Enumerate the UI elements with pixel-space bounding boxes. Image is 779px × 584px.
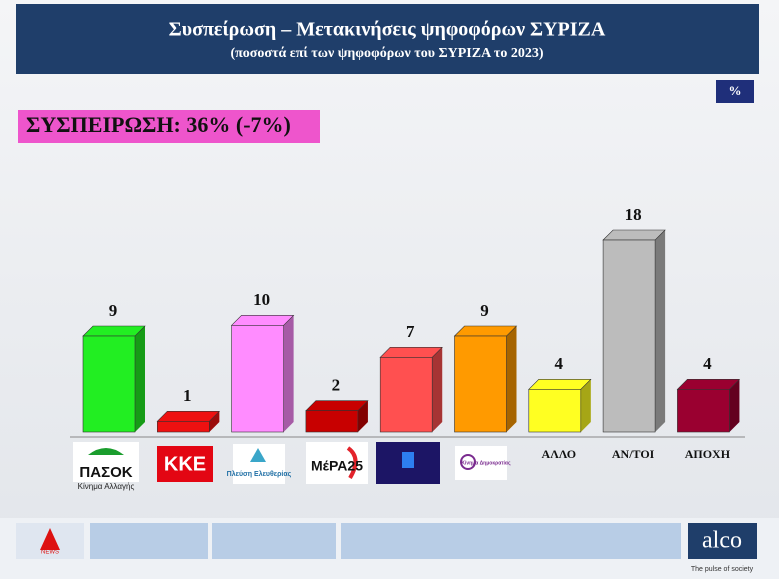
footer-box: [90, 523, 208, 559]
category-label: Πλεύση Ελευθερίας: [227, 470, 292, 478]
bar-side-shade: [506, 326, 517, 432]
bar-side: [432, 347, 443, 432]
bar: [305, 410, 359, 433]
logo-shape: [460, 454, 476, 470]
value-label: 2: [332, 376, 341, 395]
bar: [602, 239, 656, 433]
title: Συσπείρωση – Μετακινήσεις ψηφοφόρων ΣΥΡΙ…: [169, 19, 606, 41]
brand: alco: [702, 528, 742, 554]
bar-top: [676, 379, 741, 390]
subtitle: (ποσοστά επί των ψηφοφόρων του ΣΥΡΙΖΑ το…: [230, 46, 543, 61]
category-label: Κίνημα Δημοκρατίας: [461, 460, 511, 466]
bar: [677, 389, 730, 433]
news-text: NEWS: [41, 550, 59, 556]
logo-box: [306, 442, 368, 484]
bar-top: [156, 411, 221, 422]
bar-side-shade: [283, 315, 294, 432]
value-label: 4: [703, 354, 712, 373]
bar-side: [506, 326, 517, 432]
bar-side: [655, 230, 666, 432]
value-label: 7: [406, 322, 415, 341]
bar: [528, 389, 582, 433]
bar-top: [453, 325, 518, 337]
bar: [82, 335, 136, 433]
category-label: ΠΑΣΟΚ: [79, 464, 132, 481]
brand-tagline: The pulse of society: [691, 566, 754, 573]
logos: [73, 442, 507, 484]
unit-text: %: [729, 83, 742, 98]
bar: [379, 357, 433, 433]
bar-side: [729, 379, 740, 432]
bar-top: [230, 315, 295, 326]
bar-top: [602, 229, 666, 241]
bar: [157, 421, 210, 433]
bar-side: [283, 315, 294, 432]
bar-top: [528, 379, 592, 390]
logo-shape: [402, 452, 414, 468]
category-label: ΜέΡΑ25: [311, 458, 363, 474]
news-logo: [40, 528, 60, 550]
bar: [231, 325, 284, 433]
bar-side: [209, 411, 220, 432]
category-label: ΑΛΛΟ: [542, 447, 577, 461]
category-label: ΑΝ/ΤΟΙ: [612, 447, 655, 461]
unit-badge: [716, 80, 754, 103]
bar-side: [580, 379, 591, 432]
bar-side-shade: [580, 379, 591, 432]
brand-box: [688, 523, 757, 559]
bar-side-shade: [655, 230, 666, 432]
value-label: 9: [480, 301, 489, 320]
title-bar: [16, 4, 759, 74]
bar-top: [82, 325, 146, 337]
value-label: 1: [183, 386, 192, 405]
bar-side-shade: [729, 379, 740, 432]
logo-box: [455, 446, 507, 480]
value-label: 10: [253, 290, 270, 309]
logo-shape: [346, 446, 358, 480]
bar-top: [305, 400, 369, 411]
highlight-box: [18, 110, 320, 143]
value-label: 18: [625, 205, 642, 224]
logo-shape: [88, 448, 124, 455]
footer-box: [212, 523, 336, 559]
value-label: 4: [555, 354, 564, 373]
value-label: 9: [109, 301, 118, 320]
bar-side-shade: [209, 411, 220, 432]
bar: [454, 335, 507, 433]
footer-box: [341, 523, 681, 559]
logo-box: [157, 446, 213, 482]
logo-shape: [250, 448, 266, 462]
bar-side-shade: [432, 347, 443, 432]
bar-side: [135, 326, 145, 432]
category-label: ΚΚΕ: [164, 453, 206, 475]
bar-top: [379, 347, 443, 358]
bar-side-shade: [135, 326, 145, 432]
category-tagline: Κίνημα Αλλαγής: [78, 482, 135, 491]
highlight-text: ΣΥΣΠΕΙΡΩΣΗ: 36% (-7%): [26, 112, 291, 137]
category-label: ΑΠΟΧΗ: [685, 447, 731, 461]
